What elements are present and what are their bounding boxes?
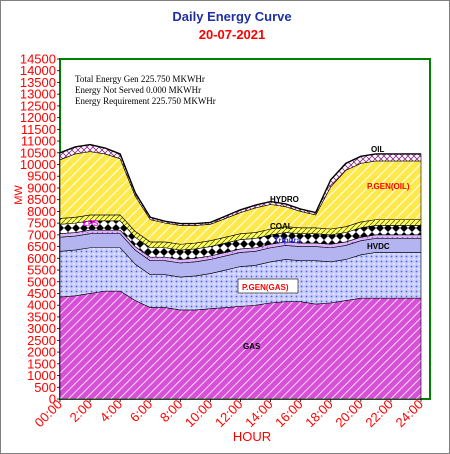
chart-subtitle: 20-07-2021 <box>199 27 266 42</box>
y-tick-label: 11500 <box>21 122 56 137</box>
series-label-pgen-gas: P.GEN(GAS) <box>242 283 289 292</box>
y-tick-label: 7000 <box>27 227 56 242</box>
y-tick-label: 13000 <box>20 87 56 102</box>
series-label-hvdc: HVDC <box>367 242 390 251</box>
y-tick-label: 10500 <box>20 145 56 160</box>
y-tick-label: 5000 <box>27 274 56 289</box>
series-label-lps: LPS <box>83 219 99 228</box>
chart-title: Daily Energy Curve <box>172 9 291 24</box>
area-series-group <box>59 143 422 400</box>
y-tick-label: 4000 <box>27 298 56 313</box>
y-tick-label: 14500 <box>20 52 56 67</box>
y-tick-label: 12500 <box>20 98 56 113</box>
info-requirement: Energy Requirement 225.750 MKWHr <box>75 96 216 106</box>
x-axis-title: HOUR <box>233 429 271 444</box>
series-label-gas: GAS <box>243 342 261 351</box>
y-tick-label: 7500 <box>27 216 56 231</box>
y-tick-label: 500 <box>34 380 56 395</box>
y-tick-label: 12000 <box>20 110 56 125</box>
y-tick-label: 3000 <box>27 321 56 336</box>
y-tick-label: 1500 <box>27 356 56 371</box>
y-tick-label: 13500 <box>20 75 56 90</box>
y-tick-label: 3500 <box>27 309 56 324</box>
y-tick-label: 2500 <box>27 333 56 348</box>
series-label-hydro: HYDRO <box>270 195 299 204</box>
series-label-oil: OIL <box>371 145 384 154</box>
series-label-box-pgen-gas <box>237 278 299 294</box>
y-tick-label: 2000 <box>27 345 56 360</box>
y-tick-label: 5500 <box>27 263 56 278</box>
area-gas <box>59 290 422 400</box>
y-tick-label: 1000 <box>27 368 56 383</box>
y-tick-label: 0 <box>49 392 56 407</box>
info-total-gen: Total Energy Gen 225.750 MKWHr <box>75 74 205 84</box>
y-axis-title: MW <box>13 185 25 205</box>
y-tick-label: 11000 <box>21 134 56 149</box>
series-label-tripura: Tripura <box>274 236 302 245</box>
series-label-pgen-oil: P.GEN(OIL) <box>367 182 410 191</box>
y-tick-label: 9500 <box>27 169 56 184</box>
y-tick-label: 6500 <box>27 239 56 254</box>
y-axis: 0500100015002000250030003500400045005000… <box>20 52 60 407</box>
y-tick-label: 6000 <box>27 251 56 266</box>
y-tick-label: 9000 <box>27 180 56 195</box>
series-label-coal: COAL <box>270 222 293 231</box>
y-tick-label: 8000 <box>27 204 56 219</box>
info-not-served: Energy Not Served 0.000 MKWHr <box>75 85 201 95</box>
y-tick-label: 4500 <box>27 286 56 301</box>
total-demand-line <box>59 143 421 225</box>
y-tick-label: 8500 <box>27 192 56 207</box>
y-tick-label: 10000 <box>20 157 56 172</box>
y-tick-label: 14000 <box>20 63 56 78</box>
